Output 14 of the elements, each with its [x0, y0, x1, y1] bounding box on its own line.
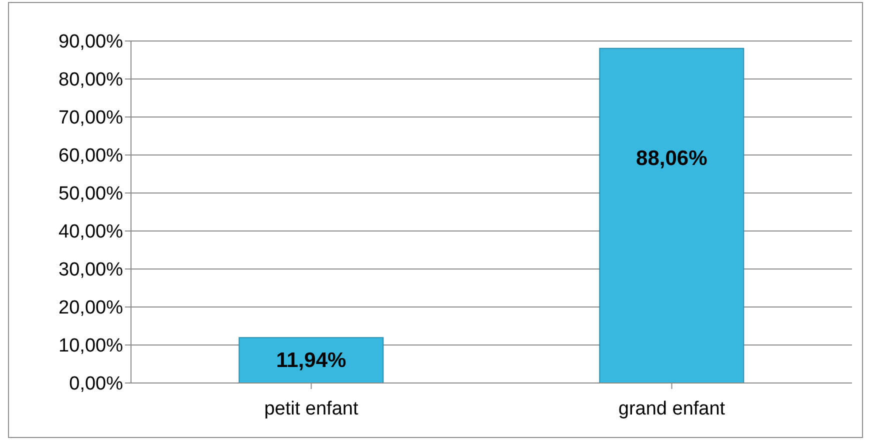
y-tick-label: 50,00%: [58, 184, 124, 205]
y-tick-label: 20,00%: [58, 298, 124, 319]
y-tick-label: 0,00%: [69, 374, 124, 395]
y-tick-label: 60,00%: [58, 146, 124, 167]
y-tick-label: 90,00%: [58, 32, 124, 53]
x-tick-label: petit enfant: [264, 398, 359, 420]
y-tick-label: 80,00%: [58, 70, 124, 91]
x-tick-label: grand enfant: [618, 398, 726, 420]
y-tick-label: 40,00%: [58, 222, 124, 243]
y-tick-label: 70,00%: [58, 108, 124, 129]
y-tick-label: 10,00%: [58, 336, 124, 357]
data-label: 11,94%: [276, 348, 347, 372]
y-tick-label: 30,00%: [58, 260, 124, 281]
data-label: 88,06%: [636, 146, 708, 170]
